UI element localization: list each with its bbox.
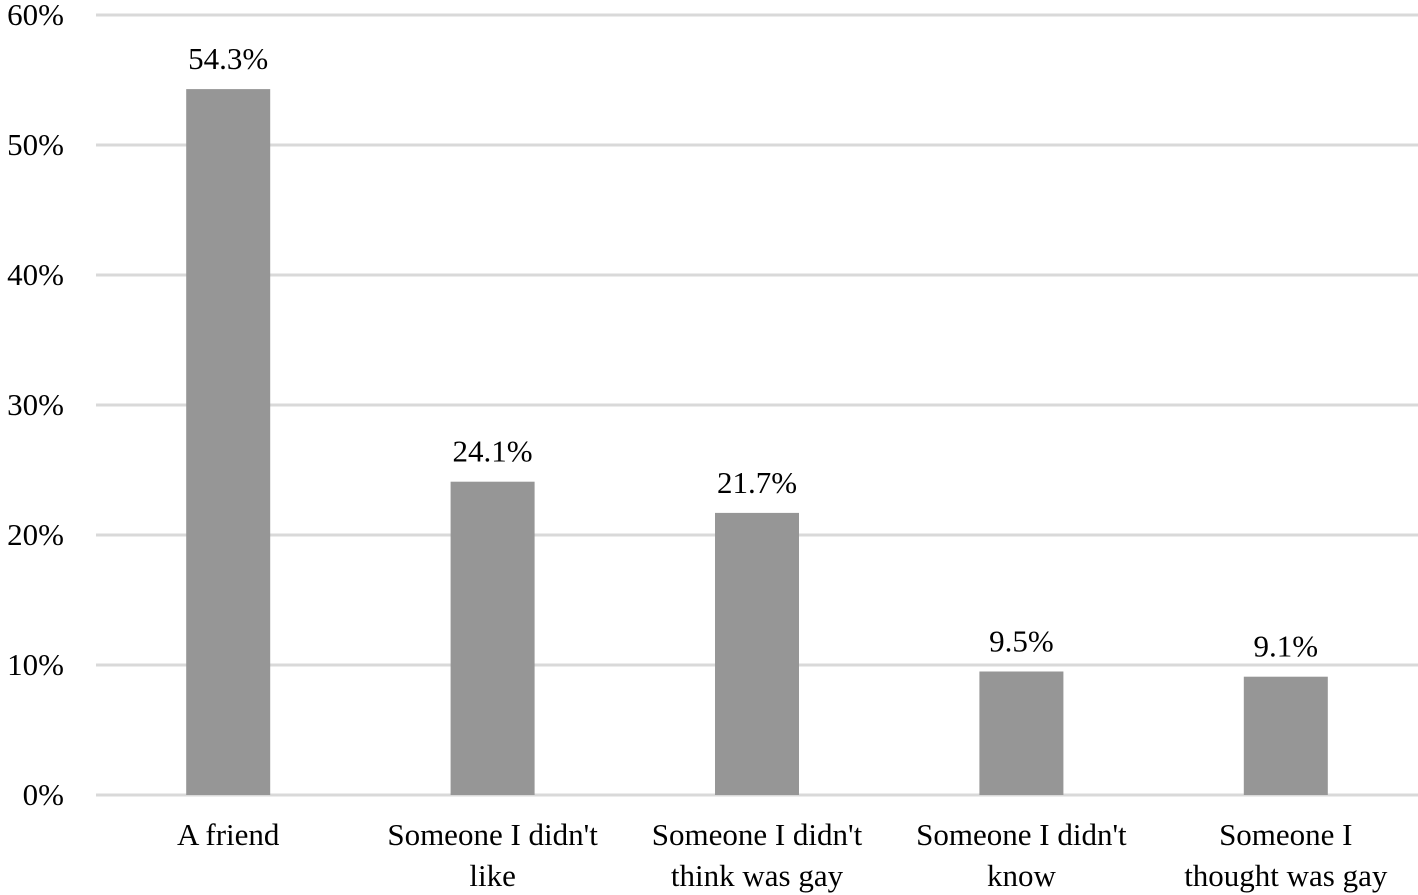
category-label-line: Someone I didn't: [387, 817, 598, 852]
data-label: 54.3%: [188, 41, 268, 76]
category-label: Someone I didn't think was gay: [652, 817, 863, 893]
y-tick-label: 50%: [7, 127, 64, 162]
category-label: Someone I thought was gay: [1184, 817, 1388, 893]
data-label: 9.1%: [1254, 629, 1319, 664]
y-tick-label: 60%: [7, 0, 64, 32]
category-label-line: A friend: [177, 817, 280, 852]
category-label: A friend: [177, 817, 280, 852]
category-label-line: thought was gay: [1184, 858, 1388, 893]
bars: [186, 89, 1328, 796]
y-tick-label: 0%: [23, 777, 64, 812]
data-label: 21.7%: [717, 465, 797, 500]
data-labels: 54.3% 24.1% 21.7% 9.5% 9.1%: [188, 41, 1318, 664]
category-label-line: like: [469, 858, 516, 893]
category-label-line: Someone I didn't: [652, 817, 863, 852]
y-tick-label: 40%: [7, 257, 64, 292]
data-label: 9.5%: [989, 624, 1054, 659]
y-axis-tick-labels: 0% 10% 20% 30% 40% 50% 60%: [7, 0, 64, 812]
category-label-line: Someone I: [1219, 817, 1352, 852]
category-label-line: Someone I didn't: [916, 817, 1127, 852]
y-tick-label: 30%: [7, 387, 64, 422]
bar: [450, 481, 535, 795]
category-label-line: think was gay: [671, 858, 844, 893]
data-label: 24.1%: [453, 434, 533, 469]
y-tick-label: 20%: [7, 517, 64, 552]
bar: [1243, 676, 1328, 795]
bar: [186, 89, 271, 796]
category-label: Someone I didn't know: [916, 817, 1127, 893]
bar: [979, 671, 1064, 795]
y-tick-label: 10%: [7, 647, 64, 682]
category-label-line: know: [987, 858, 1057, 893]
bar: [715, 512, 799, 795]
category-label: Someone I didn't like: [387, 817, 598, 893]
